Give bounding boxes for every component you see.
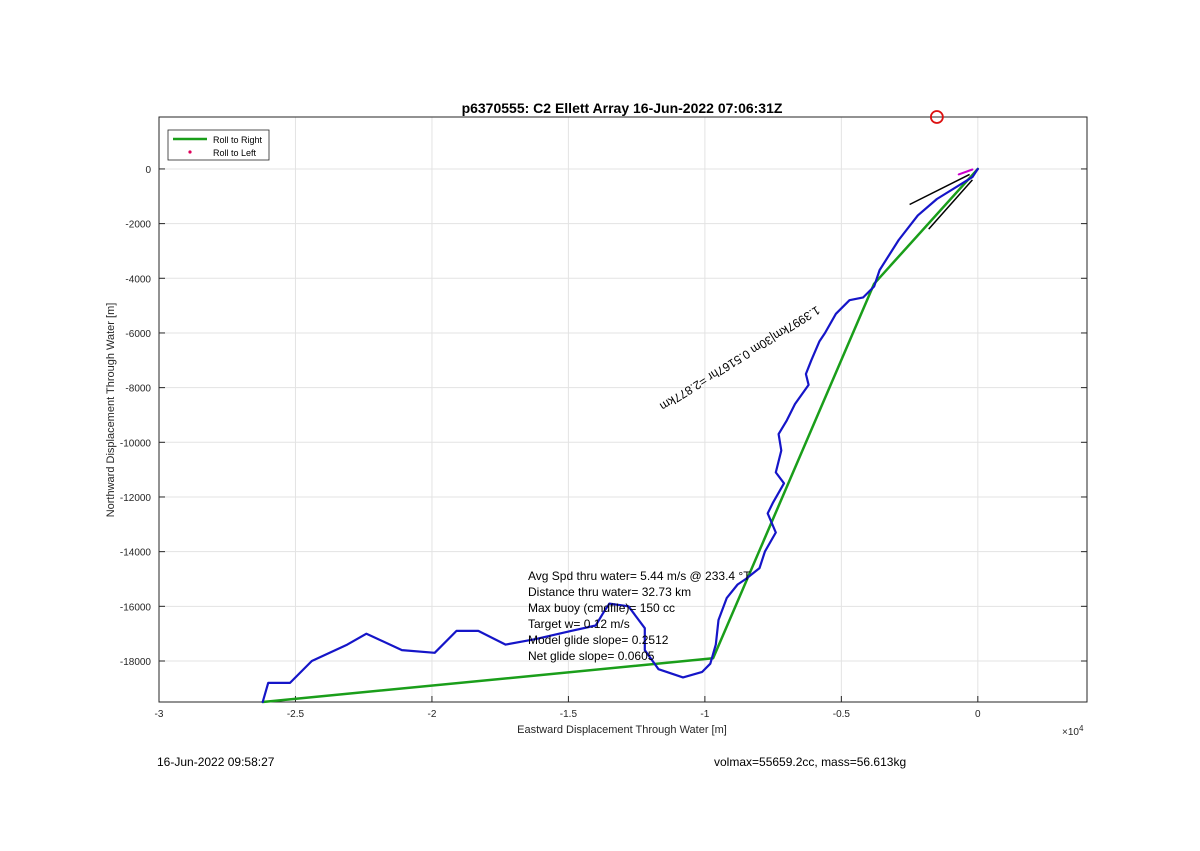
stats-line: Distance thru water= 32.73 km xyxy=(528,585,691,599)
y-tick-label: -18000 xyxy=(120,657,152,668)
y-tick-label: 0 xyxy=(145,165,151,176)
legend: Roll to Right Roll to Left xyxy=(167,129,270,161)
x-axis-label: Eastward Displacement Through Water [m] xyxy=(517,724,727,736)
stats-line: Target w= 0.12 m/s xyxy=(528,617,630,631)
y-tick-label: -12000 xyxy=(120,493,152,504)
series-line-1 xyxy=(261,167,979,704)
footer-timestamp: 16-Jun-2022 09:58:27 xyxy=(157,755,275,769)
y-tick-label: -8000 xyxy=(125,384,151,395)
legend-entry-label: Roll to Right xyxy=(213,135,263,145)
x-tick-label: -0.5 xyxy=(833,709,851,720)
x-tick-label: 0 xyxy=(975,709,981,720)
ticks: -3 -2.5 -2 -1.5 -1 -0.5 0 0 -2000 -4000 -6000 -8000… xyxy=(120,165,1087,720)
x-tick-label: -2 xyxy=(427,709,436,720)
legend-swatch-dot xyxy=(188,150,192,154)
y-axis-label: Northward Displacement Through Water [m] xyxy=(105,303,117,518)
stats-line: Avg Spd thru water= 5.44 m/s @ 233.4 °T xyxy=(528,569,751,583)
footer-volmax-mass: volmax=55659.2cc, mass=56.613kg xyxy=(714,755,907,769)
series xyxy=(261,167,980,704)
stats-line: Model glide slope= 0.2512 xyxy=(528,633,669,647)
axes-box xyxy=(158,116,1088,703)
y-tick-label: -6000 xyxy=(125,329,151,340)
y-tick-label: -10000 xyxy=(120,438,152,449)
waypoint-circle xyxy=(929,110,944,124)
x-multiplier-exponent: 4 xyxy=(1079,724,1084,733)
x-multiplier: ×104 xyxy=(1062,724,1084,738)
heading-line xyxy=(909,173,970,206)
y-tick-label: -14000 xyxy=(120,548,152,559)
segment-length-label: 1.3997km|30m 0.5167hr =2.877km xyxy=(657,303,822,414)
stats-line: Max buoy (cmdfile)= 150 cc xyxy=(528,601,675,615)
grid xyxy=(158,117,1087,702)
x-tick-label: -1.5 xyxy=(560,709,578,720)
x-tick-label: -3 xyxy=(155,709,164,720)
y-tick-label: -2000 xyxy=(125,220,151,231)
legend-entry-label: Roll to Left xyxy=(213,148,257,158)
x-multiplier-base: ×10 xyxy=(1062,727,1079,738)
series-line-2 xyxy=(957,168,974,176)
x-tick-label: -1 xyxy=(700,709,709,720)
x-tick-label: -2.5 xyxy=(287,709,305,720)
y-tick-label: -4000 xyxy=(125,274,151,285)
y-tick-label: -16000 xyxy=(120,602,152,613)
annotations: 1.3997km|30m 0.5167hr =2.877km Avg Spd th… xyxy=(528,110,973,663)
legend-box xyxy=(167,129,270,161)
stats-line: Net glide slope= 0.0605 xyxy=(528,649,655,663)
chart-title: p6370555: C2 Ellett Array 16-Jun-2022 07… xyxy=(462,100,783,116)
heading-line xyxy=(928,179,973,230)
